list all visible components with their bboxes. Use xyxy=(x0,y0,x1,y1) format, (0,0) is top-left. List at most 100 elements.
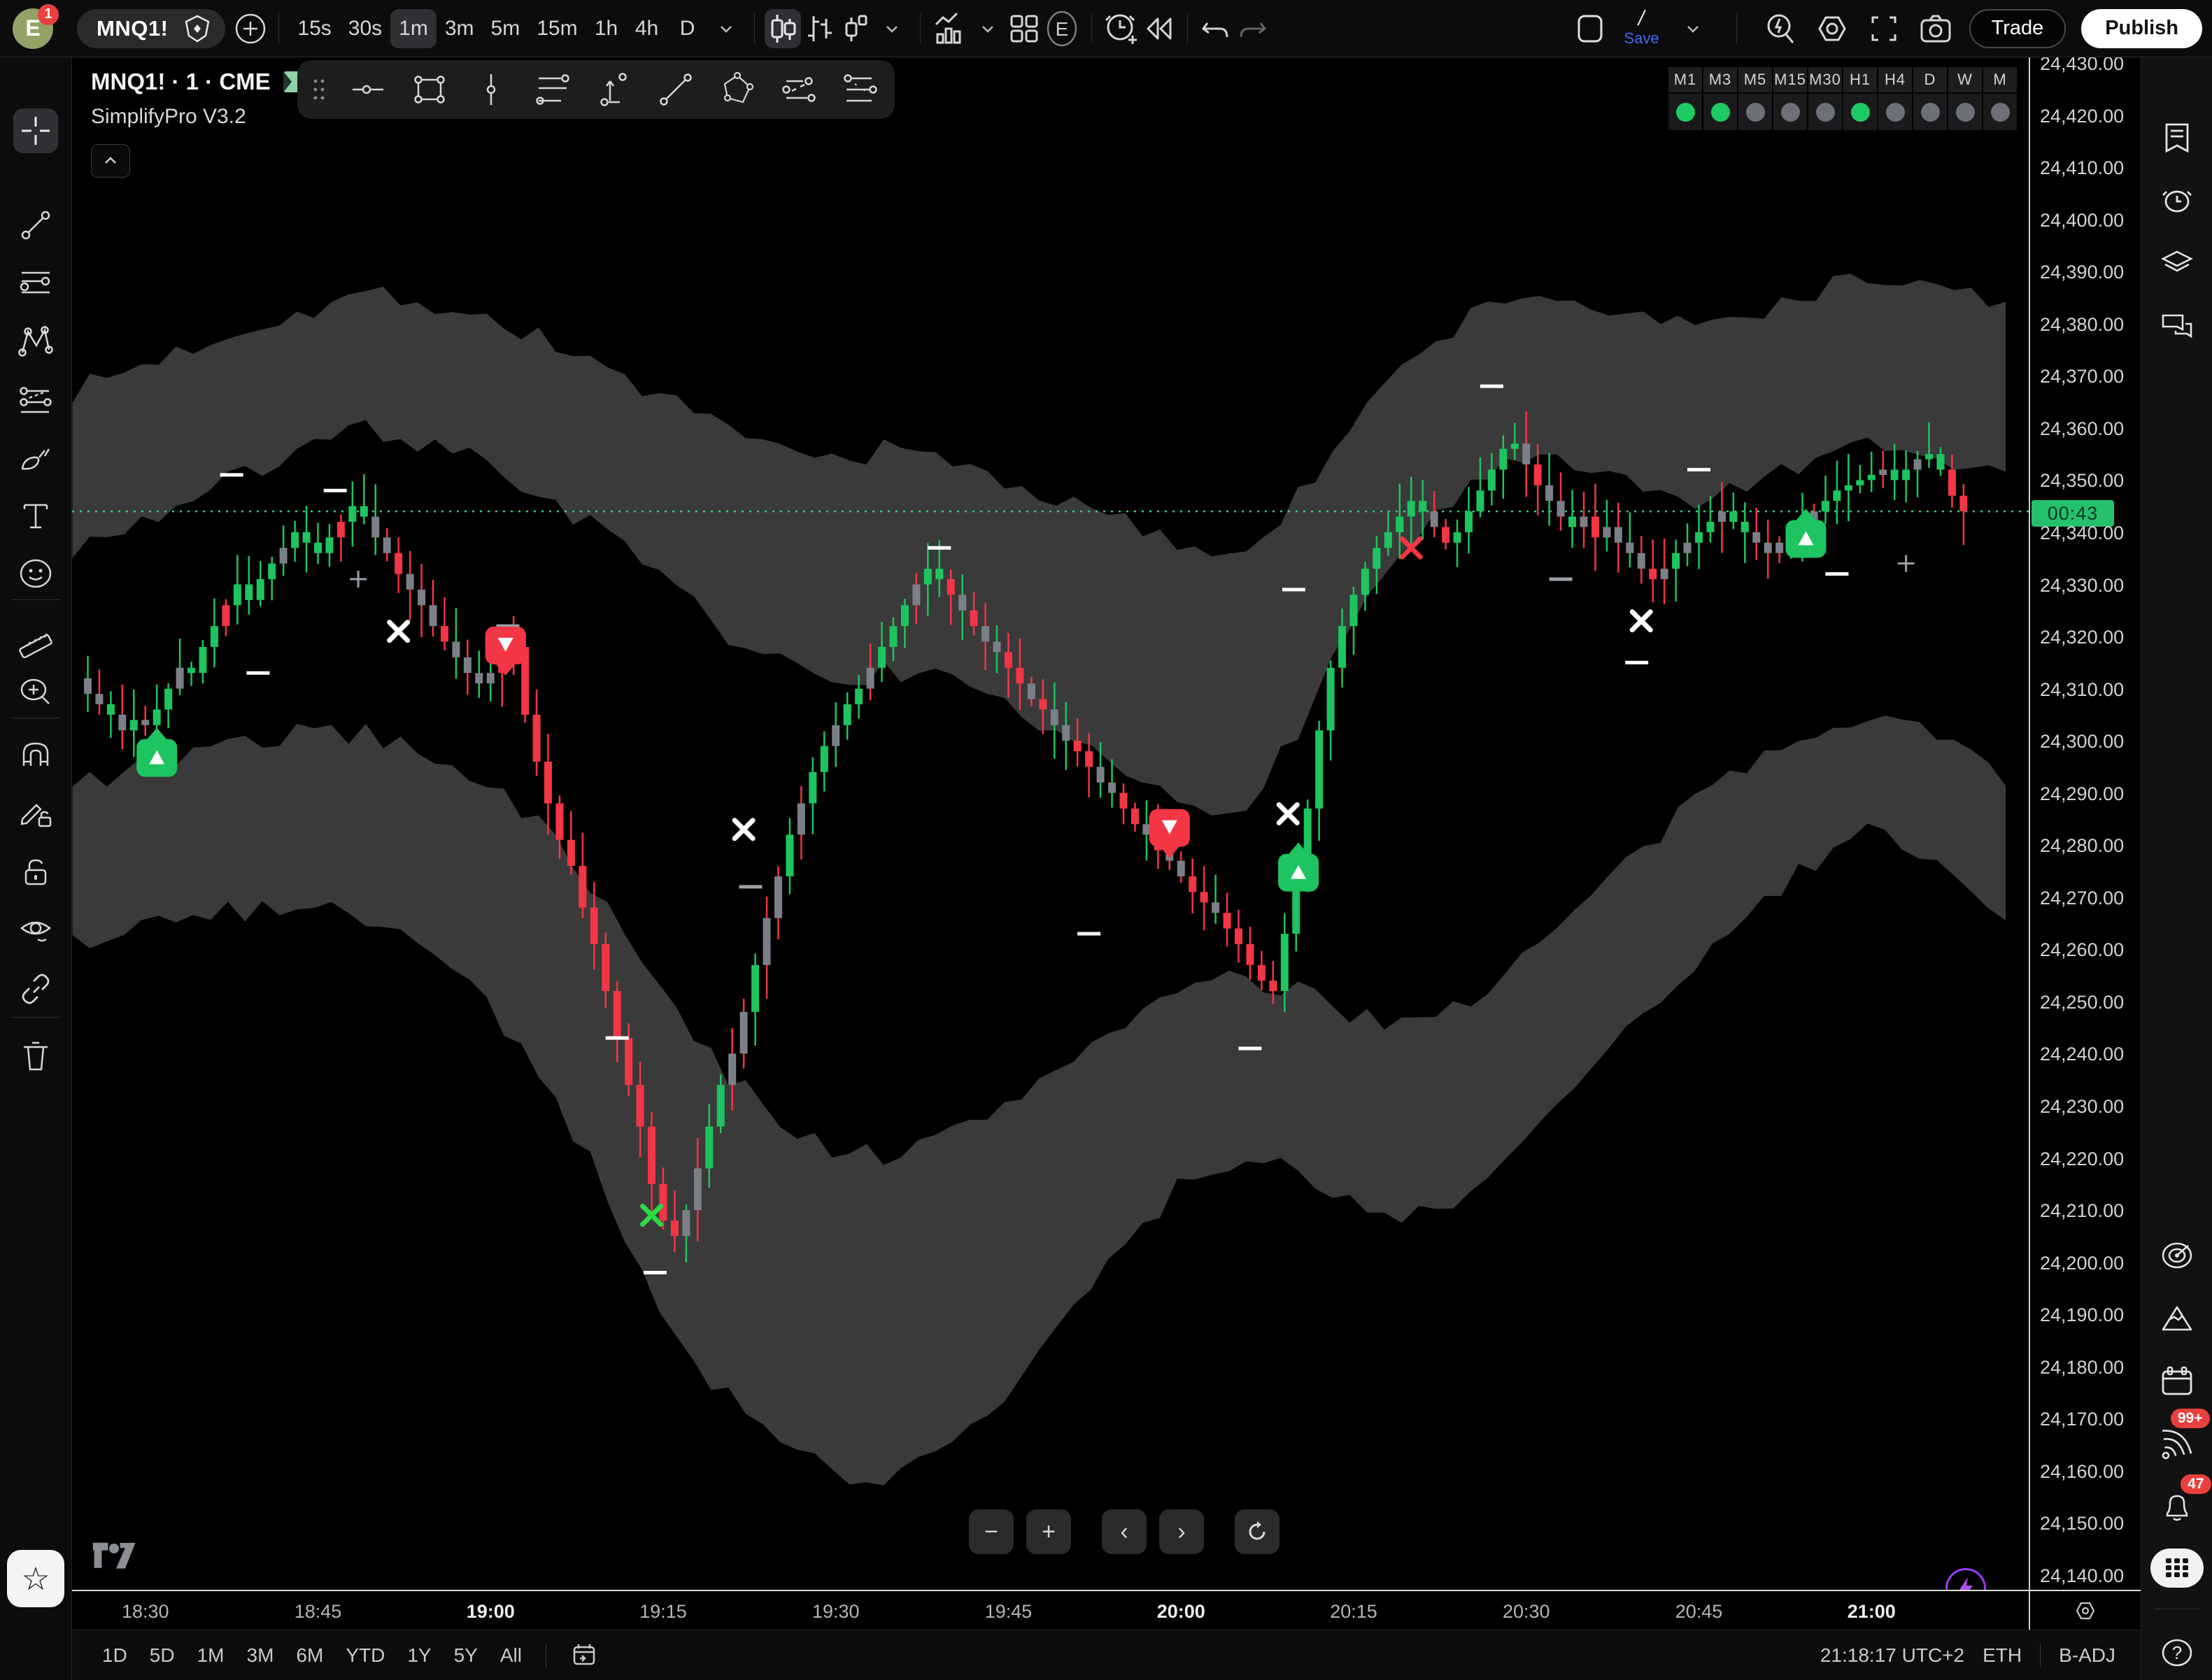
symbol-search-button[interactable]: MNQ1! xyxy=(77,8,226,48)
fav-tool-trend-line[interactable] xyxy=(655,69,696,110)
tool-measure[interactable] xyxy=(13,617,58,662)
fav-tool-price-range[interactable] xyxy=(594,69,634,110)
layout-select-button[interactable] xyxy=(1572,9,1608,48)
sidebar-screener-button[interactable] xyxy=(2154,1232,2200,1279)
interval-4h[interactable]: 4h xyxy=(634,16,659,40)
tool-zoom-in[interactable] xyxy=(13,670,58,715)
alert-button[interactable] xyxy=(1102,9,1141,48)
settings-button[interactable] xyxy=(1814,9,1850,48)
zoom-in-button[interactable]: + xyxy=(1026,1509,1071,1554)
interval-dropdown[interactable] xyxy=(708,9,744,48)
reset-chart-button[interactable] xyxy=(1235,1509,1279,1554)
price-label: 24,230.00 xyxy=(2040,1096,2125,1117)
sidebar-watchlist-button[interactable] xyxy=(2154,115,2200,161)
interval-1m[interactable]: 1m xyxy=(390,8,437,48)
range-1M[interactable]: 1M xyxy=(197,1644,225,1666)
tool-link[interactable] xyxy=(13,967,58,1011)
range-YTD[interactable]: YTD xyxy=(346,1644,385,1666)
fav-tool-horizontal-ray[interactable] xyxy=(348,69,388,110)
scroll-right-button[interactable]: › xyxy=(1159,1509,1204,1554)
tradingview-logo[interactable] xyxy=(92,1542,142,1572)
legend-symbol[interactable]: MNQ1! · 1 · CME xyxy=(91,69,271,94)
scroll-left-button[interactable]: ‹ xyxy=(1102,1509,1147,1554)
sidebar-alerts-button[interactable] xyxy=(2154,178,2200,224)
range-5Y[interactable]: 5Y xyxy=(453,1644,478,1666)
interval-3m[interactable]: 3m xyxy=(444,16,474,40)
save-button[interactable]: / Save xyxy=(1624,4,1659,53)
chart-type-candles-button[interactable] xyxy=(764,8,801,48)
fav-tool-fib-channel[interactable] xyxy=(840,69,881,110)
redo-button[interactable] xyxy=(1234,9,1270,48)
tool-horizontal-lines[interactable] xyxy=(13,260,58,305)
chart-pane[interactable]: MNQ1! · 1 · CME SimplifyPro V3.2 xyxy=(72,57,2029,1590)
chart-style-extra-button[interactable] xyxy=(837,9,874,48)
sidebar-apps-button[interactable] xyxy=(2150,1549,2204,1588)
interval-15s[interactable]: 15s xyxy=(297,16,332,40)
tool-magnet[interactable] xyxy=(13,734,58,779)
sidebar-ideas-button[interactable] xyxy=(2154,1295,2200,1341)
sidebar-feed-button[interactable]: 99+ xyxy=(2154,1409,2210,1467)
tool-crosshair[interactable] xyxy=(13,108,58,153)
fav-tool-trend-angle[interactable] xyxy=(779,69,819,110)
events-button[interactable]: E xyxy=(1042,9,1082,48)
user-avatar[interactable]: E 1 xyxy=(13,3,59,49)
session-label[interactable]: ETH xyxy=(1983,1644,2022,1666)
sidebar-chat-button[interactable] xyxy=(2154,304,2200,350)
range-3M[interactable]: 3M xyxy=(246,1644,274,1666)
compare-add-button[interactable] xyxy=(232,9,269,48)
tool-text[interactable] xyxy=(13,492,58,537)
tool-emoji[interactable] xyxy=(13,551,58,596)
interval-D[interactable]: D xyxy=(679,16,695,40)
screenshot-button[interactable] xyxy=(1917,9,1954,48)
adjustment-label[interactable]: B-ADJ xyxy=(2059,1644,2115,1666)
range-6M[interactable]: 6M xyxy=(296,1644,324,1666)
interval-1h[interactable]: 1h xyxy=(594,16,618,40)
tool-brush[interactable] xyxy=(13,436,58,480)
fullscreen-button[interactable] xyxy=(1866,9,1902,48)
tool-lock-all[interactable] xyxy=(13,850,58,895)
legend-collapse-button[interactable] xyxy=(91,144,130,178)
sidebar-calendar-button[interactable] xyxy=(2154,1358,2200,1404)
quick-search-button[interactable] xyxy=(1762,9,1799,48)
chart-style-dropdown[interactable] xyxy=(874,9,910,48)
tool-patterns[interactable] xyxy=(13,318,58,363)
range-1Y[interactable]: 1Y xyxy=(407,1644,432,1666)
chart-canvas[interactable] xyxy=(72,57,2029,1590)
save-dropdown[interactable] xyxy=(1675,9,1711,48)
publish-button[interactable]: Publish xyxy=(2081,8,2202,48)
bar-replay-button[interactable] xyxy=(1141,9,1177,48)
range-5D[interactable]: 5D xyxy=(149,1644,175,1666)
undo-button[interactable] xyxy=(1198,9,1234,48)
clock-label[interactable]: 21:18:17 UTC+2 xyxy=(1820,1644,1965,1666)
zoom-out-button[interactable]: − xyxy=(969,1509,1014,1554)
tool-remove-drawings[interactable] xyxy=(13,1034,58,1079)
fav-tool-rectangle[interactable] xyxy=(409,69,450,110)
go-to-date-button[interactable] xyxy=(559,1639,609,1672)
axis-settings-corner[interactable] xyxy=(2029,1590,2141,1630)
favorites-drawer-button[interactable]: ☆ xyxy=(7,1550,64,1607)
sidebar-notifications-button[interactable]: 47 xyxy=(2154,1474,2211,1530)
price-axis[interactable]: 00:43 24,430.00 24,420.00 24,410.00 24,400.… xyxy=(2029,53,2141,1590)
trade-button[interactable]: Trade xyxy=(1969,8,2066,48)
interval-15m[interactable]: 15m xyxy=(537,16,578,40)
tool-drawing-mode[interactable] xyxy=(13,792,58,837)
interval-30s[interactable]: 30s xyxy=(348,16,383,40)
range-All[interactable]: All xyxy=(499,1644,522,1666)
tool-projection[interactable] xyxy=(13,378,58,422)
legend-indicator[interactable]: SimplifyPro V3.2 xyxy=(91,105,246,128)
drag-handle-icon[interactable] xyxy=(311,76,327,104)
fav-tool-fib-retracement[interactable] xyxy=(532,69,573,110)
layout-grid-button[interactable] xyxy=(1006,9,1042,48)
sidebar-object-tree-button[interactable] xyxy=(2154,241,2200,287)
interval-5m[interactable]: 5m xyxy=(490,16,520,40)
chart-type-bars-button[interactable] xyxy=(801,9,837,48)
fav-tool-polygon[interactable] xyxy=(717,69,758,110)
tool-hide-drawings[interactable] xyxy=(13,908,58,953)
indicators-button[interactable] xyxy=(930,9,970,48)
fav-tool-vertical-line[interactable] xyxy=(471,69,511,110)
indicators-dropdown[interactable] xyxy=(970,9,1006,48)
tool-trend-line[interactable] xyxy=(13,203,58,248)
range-1D[interactable]: 1D xyxy=(102,1644,127,1666)
time-axis[interactable]: 18:30 18:45 19:00 19:15 19:30 19:45 20:00 20:15… xyxy=(72,1590,2029,1630)
sidebar-help-button[interactable]: ? xyxy=(2154,1630,2200,1676)
